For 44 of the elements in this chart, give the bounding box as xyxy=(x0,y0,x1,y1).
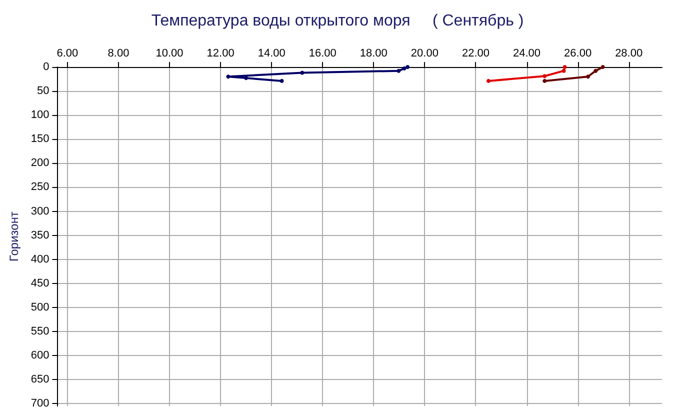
y-tick-label: 650 xyxy=(30,374,50,386)
y-tick-label: 300 xyxy=(30,205,50,218)
x-tick-label: 8.00 xyxy=(108,48,130,60)
point xyxy=(226,74,230,79)
point xyxy=(280,78,284,83)
y-tick-label: 550 xyxy=(30,325,50,338)
point xyxy=(594,68,598,73)
point xyxy=(396,68,401,73)
x-tick-label: 10.00 xyxy=(156,48,184,60)
point xyxy=(600,65,605,69)
x-tick-label: 18.00 xyxy=(360,48,388,60)
x-tick-label: 28.00 xyxy=(615,48,643,60)
x-tick-label: 24.00 xyxy=(512,48,541,60)
y-tick-label: 700 xyxy=(30,398,50,410)
point xyxy=(542,74,547,78)
x-tick-label: 6.00 xyxy=(56,48,78,60)
y-axis-title: Горизонт xyxy=(7,211,21,262)
point xyxy=(486,78,490,83)
point xyxy=(586,74,590,79)
y-tick-label: 400 xyxy=(30,253,50,266)
y-tick-label: 50 xyxy=(37,85,50,98)
x-tick-label: 12.00 xyxy=(206,48,234,60)
point xyxy=(244,76,248,80)
y-tick-label: 250 xyxy=(30,181,50,194)
x-tick-label: 22.00 xyxy=(462,48,490,60)
x-tick-label: 16.00 xyxy=(308,48,336,60)
x-tick-label: 20.00 xyxy=(410,48,438,60)
y-tick-label: 450 xyxy=(30,277,50,290)
x-tick-label: 26.00 xyxy=(564,48,592,60)
point xyxy=(542,78,547,83)
y-tick-label: 350 xyxy=(30,229,50,242)
point xyxy=(402,66,406,70)
y-tick-label: 100 xyxy=(30,109,50,122)
point xyxy=(300,70,304,75)
y-tick-label: 500 xyxy=(30,301,50,314)
y-tick-label: 0 xyxy=(43,61,50,73)
y-tick-label: 600 xyxy=(30,350,50,362)
point xyxy=(562,65,567,69)
x-tick-label: 14.00 xyxy=(258,48,286,60)
y-tick-label: 200 xyxy=(30,157,50,170)
point xyxy=(406,65,410,69)
y-tick-label: 150 xyxy=(30,133,50,146)
point xyxy=(562,68,566,73)
chart-title: Температура воды открытого моря ( Сентябрь ) xyxy=(151,12,524,30)
